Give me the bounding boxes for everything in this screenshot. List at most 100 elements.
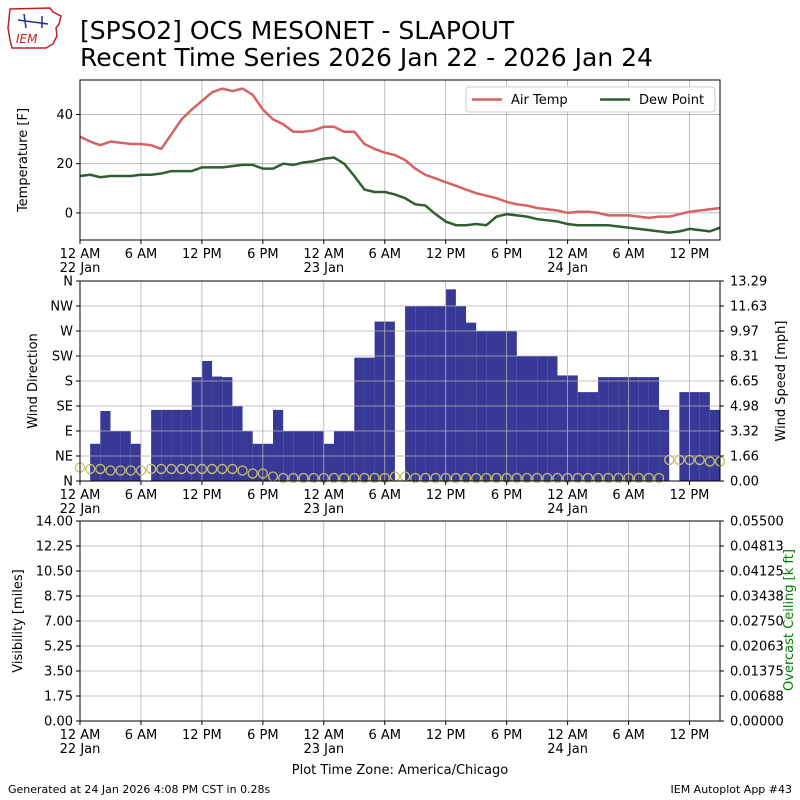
wind-speed-marker [206, 463, 218, 475]
wind-speed-marker [166, 463, 177, 475]
y-tick-label: 3.50 [44, 665, 73, 680]
generated-at-note: Generated at 24 Jan 2026 4:08 PM CST in … [8, 783, 271, 796]
y-axis-label: Wind Direction [26, 333, 41, 429]
chart-title-line-1: [SPSO2] OCS MESONET - SLAPOUT [80, 16, 515, 45]
x-tick-label: 12 PM [182, 488, 222, 503]
wind-direction-bar [232, 406, 243, 481]
x-tick-label: 6 AM [125, 488, 158, 503]
wind-direction-bar [526, 356, 538, 481]
wind-direction-bar [100, 411, 111, 481]
y-tick-label: 8.75 [44, 590, 73, 605]
wind-direction-bar [273, 409, 284, 481]
x-tick-label: 12 AM [60, 247, 101, 262]
wind-direction-bar [598, 377, 609, 481]
wind-speed-marker [217, 463, 228, 475]
wind-speed-marker [359, 472, 370, 484]
series-line-dew-point [79, 156, 721, 234]
wind-direction-bar [222, 377, 233, 481]
y2-tick-label: 0.00688 [730, 690, 784, 705]
wind-speed-marker [156, 463, 167, 475]
wind-speed-marker [582, 472, 594, 484]
y2-tick-label: 0.02063 [730, 640, 784, 655]
x-date-label: 22 Jan [60, 742, 101, 757]
wind-speed-marker [531, 472, 543, 484]
wind-direction-bar [628, 377, 639, 481]
chart-title-line-2: Recent Time Series 2026 Jan 22 - 2026 Ja… [80, 43, 653, 72]
x-tick-label: 12 PM [182, 728, 222, 743]
y2-tick-label: 0.04125 [730, 565, 784, 580]
x-tick-label: 12 AM [303, 247, 344, 262]
y-tick-label: N [63, 475, 73, 490]
x-tick-label: 12 PM [670, 728, 710, 743]
y2-tick-label: 4.98 [730, 400, 759, 415]
wind-speed-marker [278, 472, 289, 484]
wind-speed-marker [633, 472, 644, 484]
wind-direction-bar [689, 392, 700, 481]
y2-axis-label: Wind Speed [mph] [774, 321, 789, 442]
timezone-label: Plot Time Zone: America/Chicago [291, 763, 509, 778]
y-tick-label: SW [52, 350, 73, 365]
y-tick-label: 40 [56, 108, 73, 123]
wind-direction-bar [201, 361, 213, 481]
wind-speed-marker [653, 472, 665, 484]
wind-speed-marker [227, 463, 238, 475]
x-tick-label: 12 PM [670, 247, 710, 262]
visibility-panel: 0.00 1.75 3.50 5.25 7.00 8.75 10.50 12.25 14.00 0… [11, 515, 797, 758]
wind-speed-marker [257, 468, 269, 479]
x-date-label: 24 Jan [547, 261, 588, 276]
wind-speed-marker [542, 472, 553, 484]
iem-logo: IEM [7, 7, 62, 49]
x-tick-label: 12 PM [670, 488, 710, 503]
x-date-label: 24 Jan [547, 502, 588, 517]
wind-speed-marker [481, 472, 492, 484]
wind-speed-marker [430, 472, 441, 484]
y2-tick-label: 13.29 [730, 275, 767, 290]
wind-speed-marker [328, 472, 340, 484]
wind-direction-bar [252, 443, 263, 481]
x-tick-label: 6 AM [612, 728, 645, 743]
wind-direction-bar [445, 289, 456, 481]
wind-speed-marker [491, 472, 502, 484]
y-tick-label: 12.25 [36, 540, 73, 555]
x-tick-label: 12 PM [182, 247, 222, 262]
x-tick-label: 6 PM [491, 247, 522, 262]
y-tick-label: NW [50, 300, 73, 315]
wind-direction-bar [384, 321, 395, 481]
x-tick-label: 12 AM [303, 728, 344, 743]
wind-speed-marker [369, 472, 380, 484]
wind-direction-bar [191, 377, 202, 481]
y-tick-label: 1.75 [44, 690, 73, 705]
wind-speed-marker [85, 463, 96, 475]
y2-tick-label: 6.65 [730, 374, 759, 389]
wind-speed-marker [349, 472, 360, 484]
x-tick-label: 12 AM [547, 247, 588, 262]
x-tick-label: 12 AM [60, 488, 101, 503]
wind-direction-bar [709, 409, 720, 481]
y2-tick-label: 8.31 [730, 349, 759, 364]
y2-tick-label: 0.03438 [730, 590, 784, 605]
plot-frame [79, 79, 721, 241]
wind-speed-marker [95, 463, 106, 475]
wind-speed-marker [196, 463, 208, 475]
wind-speed-marker [237, 465, 248, 476]
y-tick-label: 20 [56, 157, 73, 172]
y-tick-label: 5.25 [44, 640, 73, 655]
legend-label: Air Temp [511, 93, 568, 108]
wind-speed-marker [176, 463, 187, 475]
y2-tick-label: 0.02750 [730, 615, 784, 630]
y-tick-label: NE [55, 450, 73, 465]
wind-speed-marker [664, 454, 675, 466]
wind-direction-bar [212, 376, 223, 481]
x-date-label: 24 Jan [547, 742, 588, 757]
x-tick-label: 12 PM [426, 247, 466, 262]
wind-speed-marker [613, 472, 624, 484]
wind-direction-bar [161, 409, 172, 481]
wind-direction-bar [455, 306, 467, 481]
legend-label: Dew Point [639, 93, 704, 108]
x-tick-label: 12 AM [547, 728, 588, 743]
y-tick-label: 0 [65, 206, 73, 221]
wind-direction-bar [435, 306, 446, 481]
wind-speed-marker [338, 472, 350, 484]
